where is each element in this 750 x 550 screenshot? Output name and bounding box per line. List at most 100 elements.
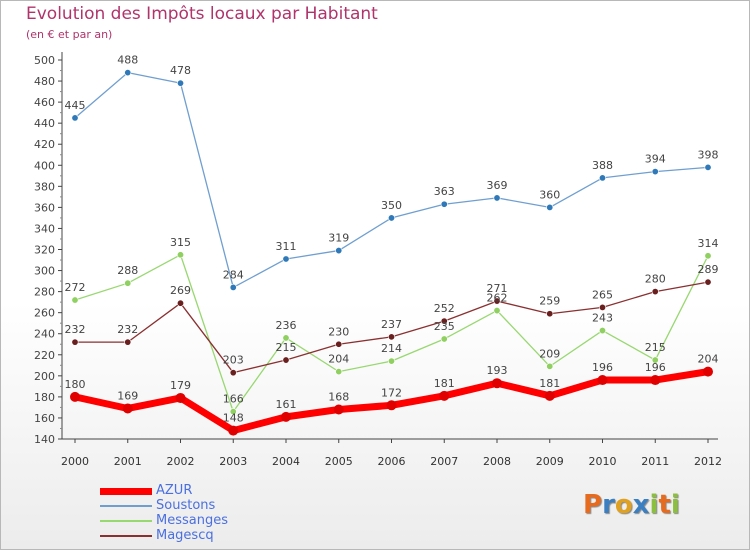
data-label-messanges: 262 [487, 292, 508, 305]
data-label-magescq: 232 [117, 323, 138, 336]
data-label-messanges: 166 [223, 393, 244, 406]
data-label-azur: 161 [276, 398, 297, 411]
data-label-messanges: 272 [65, 281, 86, 294]
legend-swatch [100, 520, 152, 522]
data-label-magescq: 271 [487, 282, 508, 295]
logo-letter: t [658, 490, 671, 520]
data-label-azur: 196 [592, 361, 613, 374]
chart-subtitle: (en € et par an) [26, 28, 113, 41]
data-point-messanges [71, 296, 79, 304]
data-point-messanges [493, 307, 501, 315]
x-tick-label: 2012 [694, 455, 722, 468]
x-tick-label: 2000 [61, 455, 89, 468]
data-label-azur: 172 [381, 386, 402, 399]
y-tick-label: 160 [34, 412, 55, 425]
data-point-azur [597, 375, 608, 386]
data-label-magescq: 237 [381, 318, 402, 331]
data-point-messanges [229, 408, 237, 416]
data-label-soustons: 360 [539, 188, 560, 201]
y-tick-label: 140 [34, 433, 55, 446]
data-point-magescq [177, 299, 185, 307]
y-tick-label: 280 [34, 286, 55, 299]
data-point-soustons [651, 168, 659, 176]
data-label-soustons: 478 [170, 64, 191, 77]
legend-item-azur: AZUR [100, 483, 300, 499]
data-label-soustons: 445 [65, 99, 86, 112]
x-tick-label: 2006 [378, 455, 406, 468]
data-label-azur: 204 [698, 353, 719, 366]
data-label-azur: 148 [223, 412, 244, 425]
data-point-messanges [440, 335, 448, 343]
data-label-azur: 181 [434, 377, 455, 390]
data-point-soustons [71, 114, 79, 122]
data-label-magescq: 280 [645, 273, 666, 286]
data-label-soustons: 319 [328, 232, 349, 245]
data-point-azur [703, 366, 713, 377]
data-label-messanges: 204 [328, 353, 349, 366]
y-tick-label: 480 [34, 75, 55, 88]
data-point-soustons [493, 194, 501, 202]
data-point-soustons [598, 174, 606, 182]
data-label-magescq: 215 [276, 341, 297, 354]
data-point-soustons [124, 69, 132, 77]
data-point-messanges [124, 279, 132, 287]
chart-legend: AZUR Soustons Messanges Magescq [100, 483, 300, 544]
legend-item-soustons: Soustons [100, 498, 300, 514]
y-tick-label: 380 [34, 180, 55, 193]
y-tick-label: 400 [34, 159, 55, 172]
data-point-azur [439, 390, 450, 401]
logo-letter: o [614, 490, 633, 520]
legend-label: Magescq [156, 528, 214, 543]
data-point-soustons [546, 203, 554, 211]
data-label-magescq: 289 [698, 263, 719, 276]
data-point-azur [281, 411, 291, 422]
x-tick-label: 2002 [167, 455, 195, 468]
data-label-azur: 193 [487, 364, 508, 377]
y-tick-label: 460 [34, 96, 55, 109]
data-point-azur [333, 404, 344, 415]
legend-item-messanges: Messanges [100, 513, 300, 529]
y-tick-label: 420 [34, 138, 55, 151]
y-tick-label: 200 [34, 370, 55, 383]
data-label-soustons: 488 [117, 54, 138, 67]
data-point-magescq [229, 369, 237, 377]
proxiti-logo: Proxiti [583, 490, 680, 520]
data-label-soustons: 388 [592, 159, 613, 172]
data-label-messanges: 243 [592, 312, 613, 325]
x-tick-label: 2003 [219, 455, 247, 468]
data-point-magescq [598, 303, 606, 311]
data-point-messanges [546, 362, 554, 370]
data-point-soustons [229, 283, 237, 291]
y-tick-label: 180 [34, 391, 55, 404]
data-label-messanges: 288 [117, 264, 138, 277]
x-tick-label: 2010 [589, 455, 617, 468]
legend-swatch [100, 505, 152, 507]
data-point-magescq [124, 338, 132, 346]
data-point-magescq [282, 356, 290, 364]
data-point-azur [650, 375, 661, 386]
y-tick-label: 340 [34, 222, 55, 235]
data-label-azur: 179 [170, 379, 191, 392]
data-point-messanges [598, 327, 606, 335]
data-point-azur [70, 391, 80, 402]
data-point-azur [122, 403, 133, 414]
data-point-messanges [387, 357, 395, 365]
y-tick-label: 260 [34, 307, 55, 320]
x-tick-label: 2009 [536, 455, 564, 468]
data-point-magescq [440, 317, 448, 325]
x-tick-label: 2007 [430, 455, 458, 468]
logo-letter: x [632, 490, 650, 520]
logo-letter: i [670, 490, 680, 520]
data-point-soustons [704, 163, 712, 171]
data-point-azur [175, 392, 186, 403]
data-label-messanges: 314 [698, 237, 719, 250]
data-label-magescq: 203 [223, 354, 244, 367]
data-label-azur: 169 [117, 389, 138, 402]
data-point-soustons [177, 79, 185, 87]
legend-swatch [100, 487, 152, 495]
data-label-magescq: 259 [539, 295, 560, 308]
x-tick-label: 2008 [483, 455, 511, 468]
data-point-azur [228, 425, 239, 436]
data-label-soustons: 394 [645, 153, 666, 166]
data-point-magescq [546, 310, 554, 318]
